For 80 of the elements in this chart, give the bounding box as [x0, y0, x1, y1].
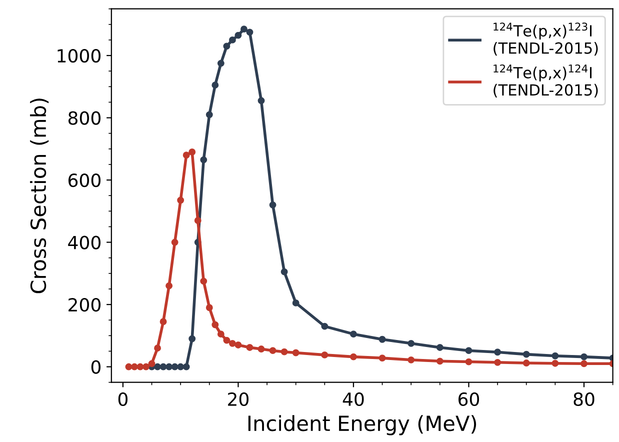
point: [171, 238, 178, 246]
point: [522, 360, 530, 367]
point: [350, 353, 357, 360]
point: [206, 111, 213, 118]
point: [580, 360, 588, 368]
point: [177, 363, 184, 370]
point: [350, 330, 357, 338]
point: [580, 353, 588, 360]
point: [154, 344, 161, 352]
point: [171, 363, 178, 370]
point: [321, 351, 328, 358]
legend-label: $^{124}$Te(p,x)$^{123}$I (TENDL-2015): [494, 22, 598, 56]
point: [436, 358, 444, 365]
point: [217, 60, 224, 67]
point: [246, 344, 254, 351]
point: [408, 340, 415, 347]
point: [552, 352, 559, 360]
point: [166, 363, 173, 370]
point: [160, 318, 167, 326]
point: [200, 278, 208, 285]
point: [166, 282, 173, 290]
point: [465, 347, 472, 354]
point: [246, 28, 254, 36]
point: [234, 32, 242, 39]
point: [280, 348, 288, 356]
y-tick-label: 1000: [58, 48, 100, 63]
point: [280, 268, 288, 276]
point: [154, 363, 161, 370]
point: [465, 358, 472, 366]
x-axis-title: Incident Energy (MeV): [248, 415, 476, 436]
point: [125, 363, 132, 370]
point: [212, 82, 219, 89]
point: [292, 299, 300, 306]
point: [258, 97, 265, 104]
point: [436, 344, 444, 351]
x-tick-label: 60: [458, 392, 480, 406]
x-tick-label: 20: [228, 392, 248, 406]
point: [131, 363, 138, 370]
point: [182, 363, 190, 370]
point: [240, 26, 248, 33]
point: [212, 321, 219, 328]
point: [148, 360, 156, 368]
x-tick-label: 80: [574, 392, 594, 406]
point: [494, 348, 502, 356]
point: [206, 304, 213, 312]
point: [194, 217, 202, 224]
point: [292, 349, 300, 356]
point: [177, 196, 184, 204]
point: [378, 354, 386, 362]
point: [378, 336, 386, 343]
y-tick-label: 600: [68, 173, 100, 188]
point: [269, 347, 276, 354]
point: [217, 330, 224, 338]
point: [494, 358, 502, 366]
x-tick-label: 0: [118, 392, 128, 406]
y-axis-title: Cross Section (mb): [30, 98, 49, 294]
y-tick-label: 400: [68, 236, 100, 250]
x-tick-label: 40: [342, 392, 364, 406]
point: [321, 322, 328, 330]
point: [223, 42, 230, 50]
y-tick-label: 800: [68, 111, 100, 125]
y-tick-label: 0: [91, 360, 100, 374]
point: [136, 363, 144, 370]
point: [200, 156, 208, 164]
point: [160, 363, 167, 370]
point: [223, 336, 230, 344]
point: [188, 148, 196, 156]
point: [258, 346, 265, 352]
point: [552, 360, 559, 367]
point: [142, 363, 150, 370]
point: [228, 36, 236, 44]
point: [228, 340, 236, 347]
point: [269, 201, 276, 208]
point: [522, 350, 530, 358]
point: [182, 152, 190, 159]
legend-label: $^{124}$Te(p,x)$^{124}$I (TENDL-2015): [494, 64, 598, 98]
point: [188, 335, 196, 342]
point: [234, 342, 242, 348]
y-tick-label: 200: [68, 298, 100, 312]
point: [408, 356, 415, 364]
